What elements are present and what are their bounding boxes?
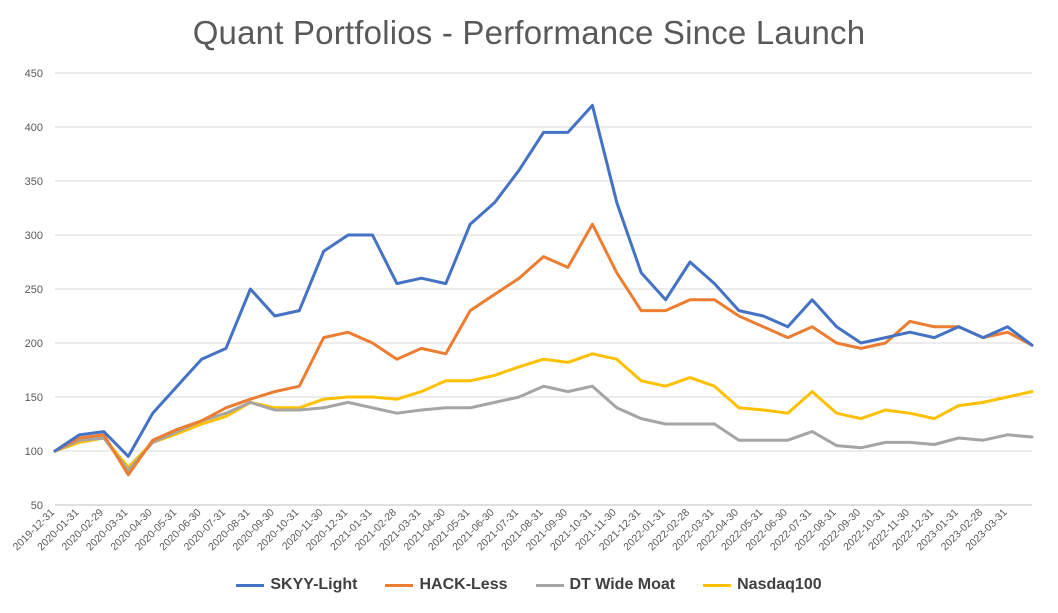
legend-swatch: [703, 583, 732, 587]
y-tick-label: 150: [25, 392, 43, 404]
series-line-nasdaq100: [53, 352, 1034, 469]
series-line-hack-less: [53, 222, 1034, 477]
legend-item: HACK-Less: [385, 576, 508, 594]
legend-label: DT Wide Moat: [569, 576, 676, 593]
y-tick-label: 50: [31, 500, 43, 512]
y-tick-label: 200: [25, 338, 43, 350]
y-tick-label: 300: [25, 230, 43, 242]
legend: SKYY-Light HACK-Less DT Wide Moat Nasdaq100: [0, 576, 1058, 594]
series-line-skyy-light: [53, 103, 1034, 458]
legend-label: Nasdaq100: [737, 576, 822, 593]
legend-item: SKYY-Light: [236, 576, 357, 594]
y-tick-label: 450: [25, 68, 43, 80]
legend-swatch: [385, 583, 414, 587]
legend-label: HACK-Less: [419, 576, 508, 593]
chart-title: Quant Portfolios - Performance Since Lau…: [192, 14, 866, 51]
legend-swatch: [535, 583, 564, 587]
legend-label: SKYY-Light: [270, 576, 358, 593]
legend-item: Nasdaq100: [703, 576, 822, 594]
y-tick-label: 350: [25, 176, 43, 188]
y-tick-label: 250: [25, 284, 43, 296]
series-line-dt-wide-moat: [53, 384, 1034, 472]
legend-item: DT Wide Moat: [535, 576, 676, 594]
y-tick-label: 100: [25, 446, 43, 458]
y-tick-label: 400: [25, 122, 43, 134]
legend-swatch: [236, 583, 265, 587]
